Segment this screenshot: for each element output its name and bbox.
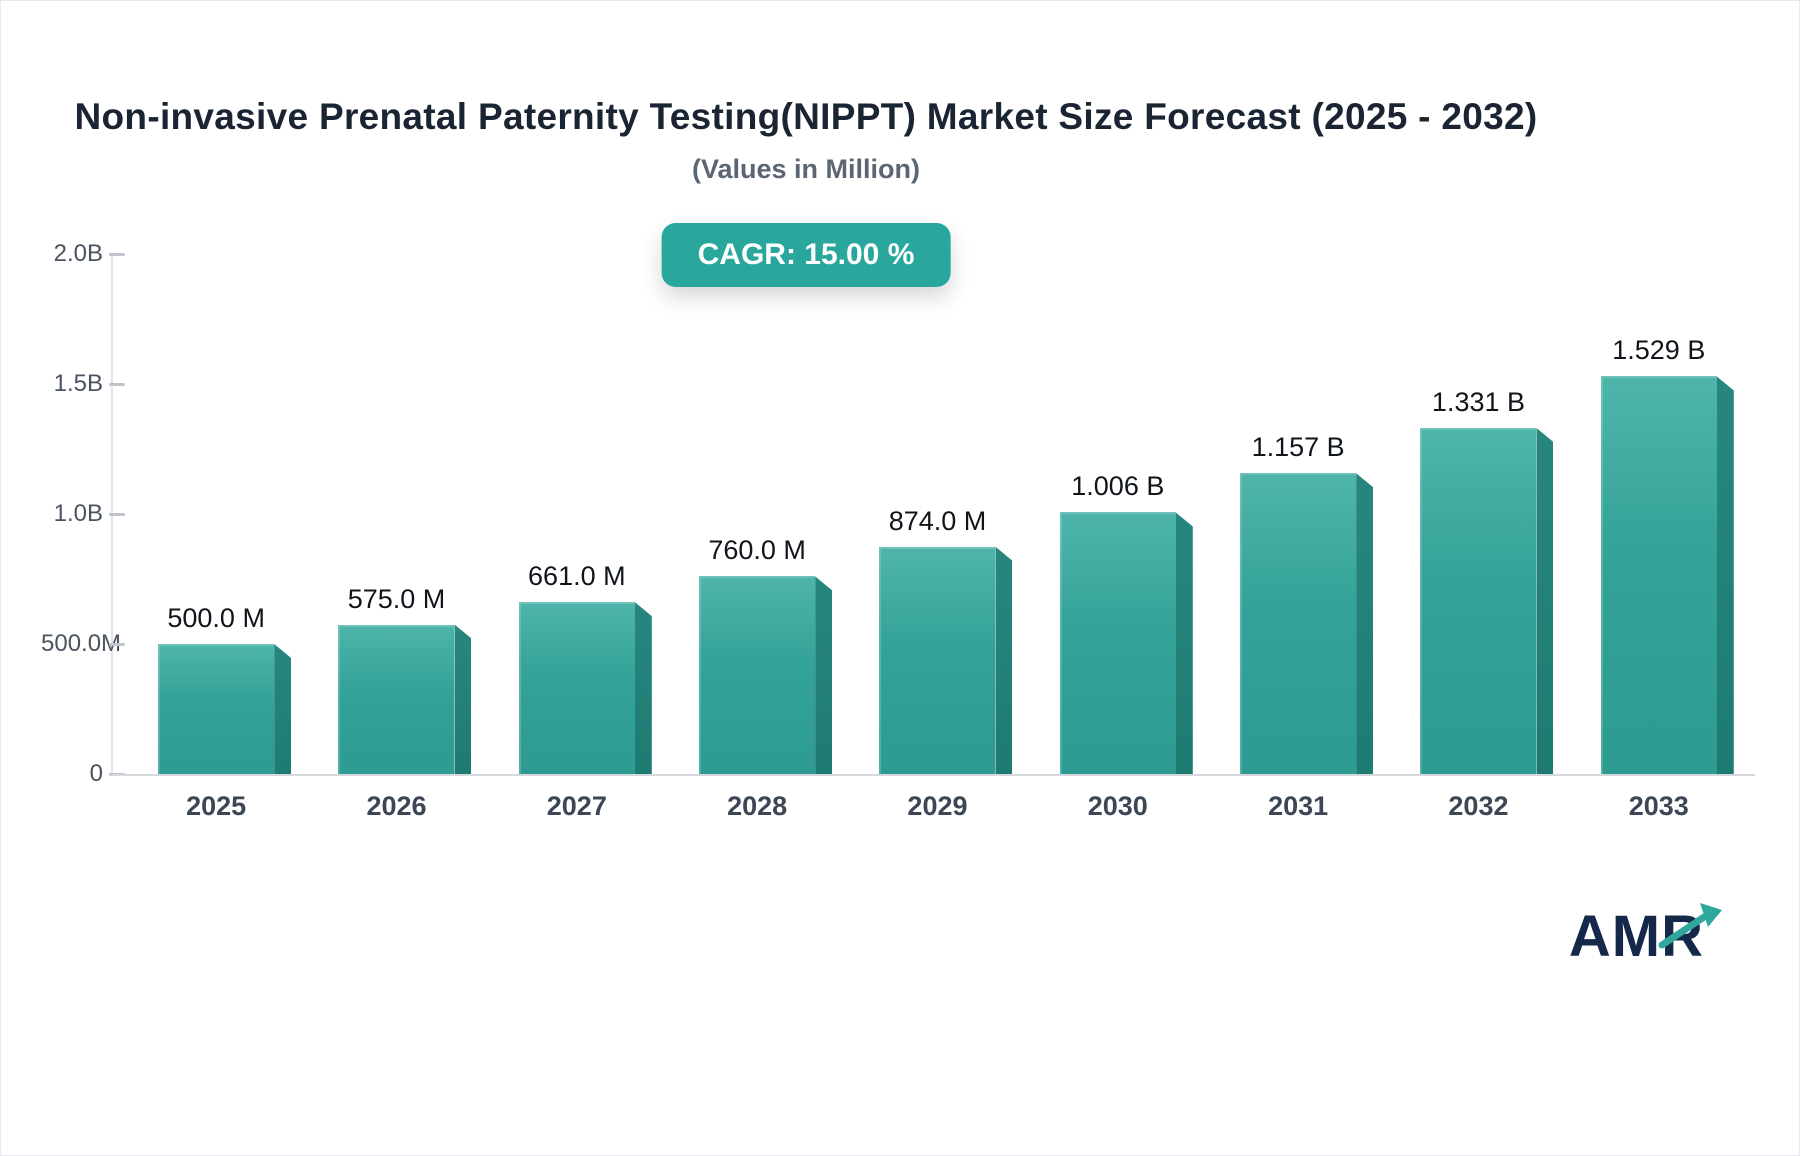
bar-value-label: 500.0 M [167, 603, 265, 633]
x-axis-label: 2027 [546, 791, 607, 821]
y-tick-label: 2.0B [53, 240, 103, 267]
bar-group: 500.0 M 2025 [126, 254, 306, 821]
bar-value-label: 1.157 B [1251, 432, 1345, 463]
x-axis-label: 2025 [186, 791, 247, 821]
bar-group: 1.157 B 2031 [1208, 254, 1388, 821]
y-tick: 500.0M [41, 630, 125, 658]
x-axis-label: 2031 [1268, 791, 1329, 821]
bar-value-label: 1.529 B [1612, 335, 1706, 366]
bar-value-label: 661.0 M [528, 561, 626, 592]
bar-value-label: 1.006 B [1071, 471, 1165, 502]
x-axis-label: 2026 [366, 791, 427, 821]
bar-group: 760.0 M 2028 [667, 254, 847, 821]
y-tick-label: 1.0B [53, 500, 103, 527]
bar-chart: 2.0B 1.5B 1.0B 500.0M 0 500.0 M 2025 575.0 M 20… [41, 240, 1755, 821]
x-axis-label: 2033 [1628, 791, 1689, 821]
bars: 500.0 M 2025 575.0 M 2026 661.0 M 2027 760.0 M… [126, 254, 1749, 821]
bar [1240, 473, 1357, 774]
bar [338, 624, 455, 774]
bar-group: 661.0 M 2027 [487, 254, 667, 821]
y-axis: 2.0B 1.5B 1.0B 500.0M 0 [41, 240, 141, 787]
y-tick-label: 500.0M [41, 630, 122, 657]
bar [1420, 427, 1537, 774]
chart-title: Non-invasive Prenatal Paternity Testing(… [74, 96, 1538, 137]
y-tick-label: 0 [89, 760, 103, 787]
x-axis-label: 2028 [727, 791, 788, 821]
x-axis-label: 2029 [907, 791, 968, 821]
x-axis-label: 2032 [1448, 791, 1509, 821]
bar [1600, 376, 1717, 774]
y-tick-label: 1.5B [53, 370, 103, 397]
y-tick-mark [109, 252, 125, 256]
bar [158, 644, 275, 774]
bar [699, 576, 816, 774]
bar-group: 1.529 B 2033 [1569, 254, 1749, 821]
y-tick-mark [109, 512, 125, 516]
x-axis-line [111, 774, 1755, 776]
bar-value-label: 1.331 B [1431, 386, 1525, 417]
bar-group: 1.006 B 2030 [1028, 254, 1208, 821]
cagr-badge: CAGR: 15.00 % [661, 223, 951, 287]
bar-group: 874.0 M 2029 [847, 254, 1027, 821]
chart-header: Non-invasive Prenatal Paternity Testing(… [1, 1, 1611, 185]
growth-arrow-icon [1658, 903, 1722, 949]
bar-value-label: 874.0 M [888, 505, 987, 536]
chart-subtitle: (Values in Million) [691, 154, 921, 184]
bar-value-label: 575.0 M [347, 583, 446, 614]
bar [518, 602, 635, 774]
x-axis-label: 2030 [1087, 791, 1148, 821]
y-tick: 1.0B [41, 500, 125, 528]
amr-logo: AMR [1569, 903, 1722, 970]
bar [1059, 512, 1176, 774]
y-tick-mark [109, 382, 125, 386]
bar-group: 1.331 B 2032 [1388, 254, 1568, 821]
bar-group: 575.0 M 2026 [306, 254, 486, 821]
y-tick-mark [109, 642, 125, 646]
y-tick: 1.5B [41, 370, 125, 398]
y-tick: 2.0B [41, 240, 125, 268]
bar [879, 546, 996, 774]
bar-value-label: 760.0 M [708, 535, 806, 566]
